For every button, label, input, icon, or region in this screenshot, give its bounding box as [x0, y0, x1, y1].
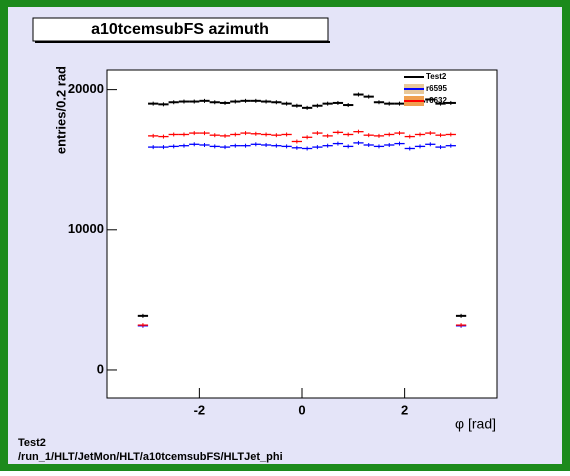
legend-label: r6632: [426, 96, 447, 105]
title-shadow: [35, 41, 330, 43]
y-tick-label: 20000: [68, 81, 104, 96]
chart-title: a10tcemsubFS azimuth: [91, 21, 269, 38]
footer-text: Test2: [18, 437, 46, 449]
x-tick-label: -2: [194, 402, 206, 417]
legend-label: r6595: [426, 84, 447, 93]
y-axis-label: entries/0.2 rad: [53, 66, 68, 154]
y-tick-label: 0: [97, 361, 104, 376]
x-tick-label: 2: [401, 402, 408, 417]
x-tick-label: 0: [298, 402, 305, 417]
y-tick-label: 10000: [68, 221, 104, 236]
footer-text: /run_1/HLT/JetMon/HLT/a10tcemsubFS/HLTJe…: [18, 451, 283, 463]
plot-frame: [106, 69, 498, 399]
x-axis-label: φ [rad]: [455, 416, 496, 432]
legend-label: Test2: [426, 72, 447, 81]
